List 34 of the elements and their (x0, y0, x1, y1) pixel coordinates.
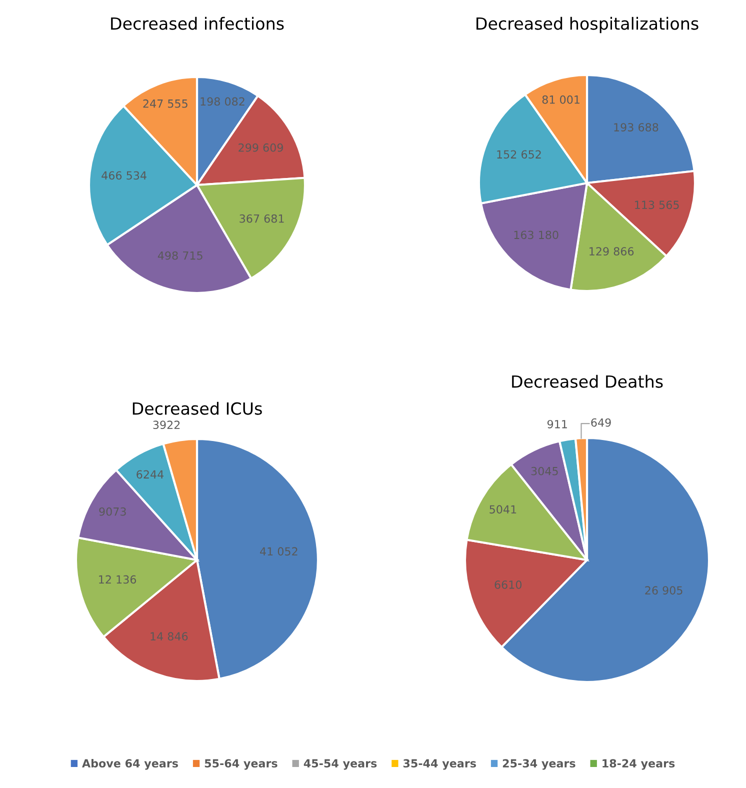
chart-title: Decreased ICUs (132, 402, 262, 415)
data-label: 367 681 (240, 214, 284, 223)
data-label: 247 555 (143, 99, 188, 108)
data-label: 152 652 (497, 150, 541, 159)
category-label: Above 64 years (82, 758, 178, 770)
category-label: 45-54 years (304, 759, 377, 770)
data-label: 12 136 (99, 575, 136, 584)
data-label: 9073 (99, 507, 126, 516)
category-label: 25-34 years (502, 759, 576, 770)
data-label: 6244 (136, 470, 164, 479)
data-label: 26 905 (645, 586, 682, 595)
data-label: 6610 (494, 580, 522, 589)
data-label: 198 082 (200, 97, 244, 106)
category-label: 55-64 years (204, 759, 278, 770)
chart-title: Decreased Deaths (512, 374, 663, 388)
data-label: 466 534 (102, 171, 146, 180)
data-label: 81 001 (542, 95, 580, 104)
data-label: 193 688 (614, 123, 658, 132)
data-label: 41 052 (260, 547, 298, 556)
data-label: 5041 (490, 505, 516, 514)
data-label: 163 180 (514, 230, 558, 240)
chart-title: Decreased hospitalizations (476, 16, 698, 34)
chart-title: Decreased infections (111, 16, 284, 30)
data-label: 649 (591, 418, 611, 427)
data-label: 3922 (153, 420, 180, 430)
data-label: 14 846 (150, 632, 188, 641)
data-label: 3045 (531, 466, 558, 476)
data-label: 299 609 (238, 143, 283, 152)
data-label: 498 715 (158, 251, 202, 260)
category-label: 18-24 years (602, 759, 675, 770)
data-label: 113 565 (635, 200, 679, 210)
data-label: 129 866 (590, 247, 634, 256)
data-label: 911 (547, 420, 567, 428)
category-label: 35-44 years (403, 759, 476, 770)
